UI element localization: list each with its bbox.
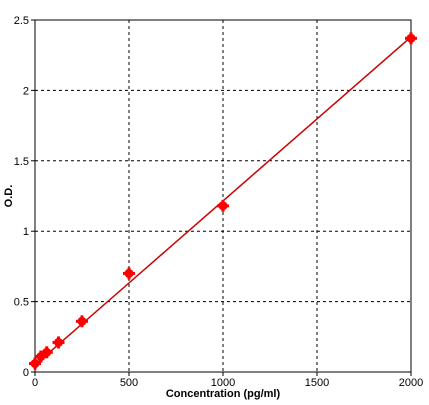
data-point xyxy=(52,336,65,349)
x-axis-ticks: 0 500 1000 1500 2000 xyxy=(32,372,423,389)
data-point xyxy=(405,32,417,45)
x-tick-label: 2000 xyxy=(399,377,423,389)
x-tick-label: 500 xyxy=(120,377,138,389)
data-point xyxy=(217,199,229,212)
x-axis-title: Concentration (pg/ml) xyxy=(166,388,281,400)
y-tick-label: 2.5 xyxy=(14,15,29,27)
data-point xyxy=(40,346,53,359)
data-point xyxy=(76,315,88,328)
y-tick-label: 2 xyxy=(23,85,29,97)
y-tick-label: 1.5 xyxy=(14,156,29,168)
y-tick-label: 0 xyxy=(23,367,29,379)
x-tick-label: 1500 xyxy=(305,377,329,389)
y-tick-label: 0.5 xyxy=(14,297,29,309)
y-axis-ticks: 0 0.5 1 1.5 2 2.5 xyxy=(14,15,35,379)
grid-lines xyxy=(35,20,411,372)
x-tick-label: 0 xyxy=(32,377,38,389)
data-points-layer xyxy=(29,32,417,370)
x-tick-label: 1000 xyxy=(211,377,235,389)
y-tick-label: 1 xyxy=(23,226,29,238)
data-point xyxy=(29,357,41,370)
y-axis-title: O.D. xyxy=(3,185,15,208)
data-point xyxy=(123,267,135,280)
